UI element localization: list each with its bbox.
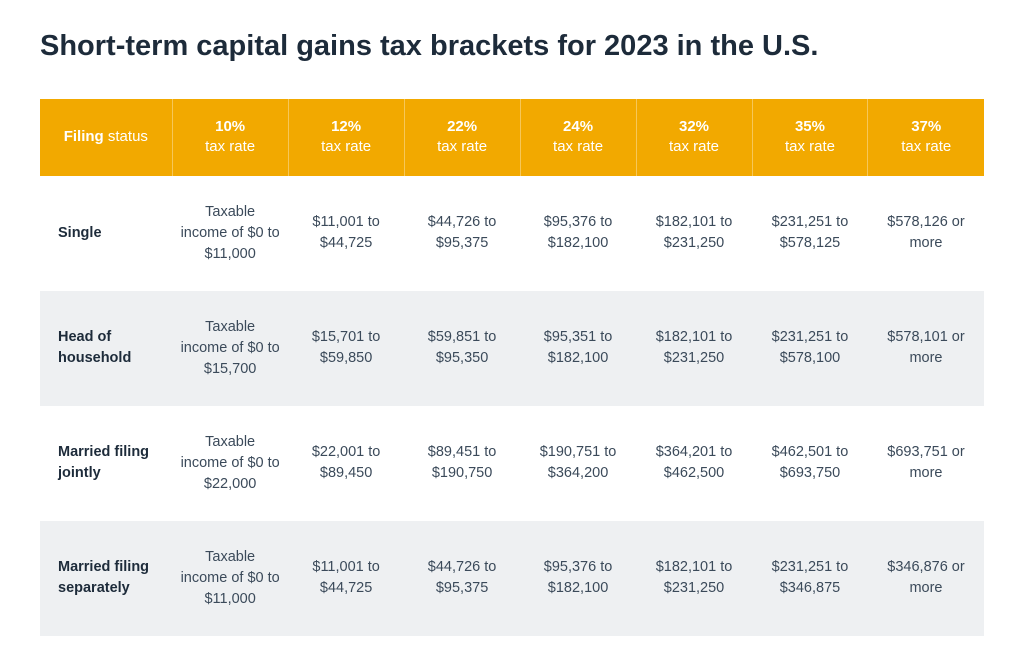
col-header-10: 10%tax rate bbox=[172, 99, 288, 176]
row-status: Head of household bbox=[40, 291, 172, 406]
cell: $95,376 to $182,100 bbox=[520, 176, 636, 291]
cell: $578,101 or more bbox=[868, 291, 984, 406]
cell: $182,101 to $231,250 bbox=[636, 291, 752, 406]
cell: $89,451 to $190,750 bbox=[404, 406, 520, 521]
cell: Taxable income of $0 to $11,000 bbox=[172, 176, 288, 291]
col-header-32: 32%tax rate bbox=[636, 99, 752, 176]
row-status: Married filing jointly bbox=[40, 406, 172, 521]
cell: Taxable income of $0 to $22,000 bbox=[172, 406, 288, 521]
cell: Taxable income of $0 to $15,700 bbox=[172, 291, 288, 406]
cell: $190,751 to $364,200 bbox=[520, 406, 636, 521]
col-header-status: Filing status bbox=[40, 99, 172, 176]
cell: $364,201 to $462,500 bbox=[636, 406, 752, 521]
table-row: Married filing separately Taxable income… bbox=[40, 521, 984, 636]
cell: $693,751 or more bbox=[868, 406, 984, 521]
cell: $44,726 to $95,375 bbox=[404, 521, 520, 636]
cell: $11,001 to $44,725 bbox=[288, 176, 404, 291]
cell: $182,101 to $231,250 bbox=[636, 176, 752, 291]
row-status: Married filing separately bbox=[40, 521, 172, 636]
cell: $44,726 to $95,375 bbox=[404, 176, 520, 291]
cell: $95,376 to $182,100 bbox=[520, 521, 636, 636]
cell: $578,126 or more bbox=[868, 176, 984, 291]
col-header-12: 12%tax rate bbox=[288, 99, 404, 176]
cell: Taxable income of $0 to $11,000 bbox=[172, 521, 288, 636]
cell: $231,251 to $578,125 bbox=[752, 176, 868, 291]
cell: $182,101 to $231,250 bbox=[636, 521, 752, 636]
table-row: Single Taxable income of $0 to $11,000 $… bbox=[40, 176, 984, 291]
col-header-35: 35%tax rate bbox=[752, 99, 868, 176]
table-row: Married filing jointly Taxable income of… bbox=[40, 406, 984, 521]
cell: $95,351 to $182,100 bbox=[520, 291, 636, 406]
cell: $22,001 to $89,450 bbox=[288, 406, 404, 521]
table-row: Head of household Taxable income of $0 t… bbox=[40, 291, 984, 406]
cell: $231,251 to $578,100 bbox=[752, 291, 868, 406]
table-header-row: Filing status 10%tax rate 12%tax rate 22… bbox=[40, 99, 984, 176]
cell: $15,701 to $59,850 bbox=[288, 291, 404, 406]
cell: $59,851 to $95,350 bbox=[404, 291, 520, 406]
col-header-22: 22%tax rate bbox=[404, 99, 520, 176]
cell: $462,501 to $693,750 bbox=[752, 406, 868, 521]
tax-brackets-table: Filing status 10%tax rate 12%tax rate 22… bbox=[40, 99, 984, 636]
cell: $11,001 to $44,725 bbox=[288, 521, 404, 636]
col-header-37: 37%tax rate bbox=[868, 99, 984, 176]
page-title: Short-term capital gains tax brackets fo… bbox=[40, 30, 984, 63]
cell: $346,876 or more bbox=[868, 521, 984, 636]
cell: $231,251 to $346,875 bbox=[752, 521, 868, 636]
row-status: Single bbox=[40, 176, 172, 291]
col-header-24: 24%tax rate bbox=[520, 99, 636, 176]
